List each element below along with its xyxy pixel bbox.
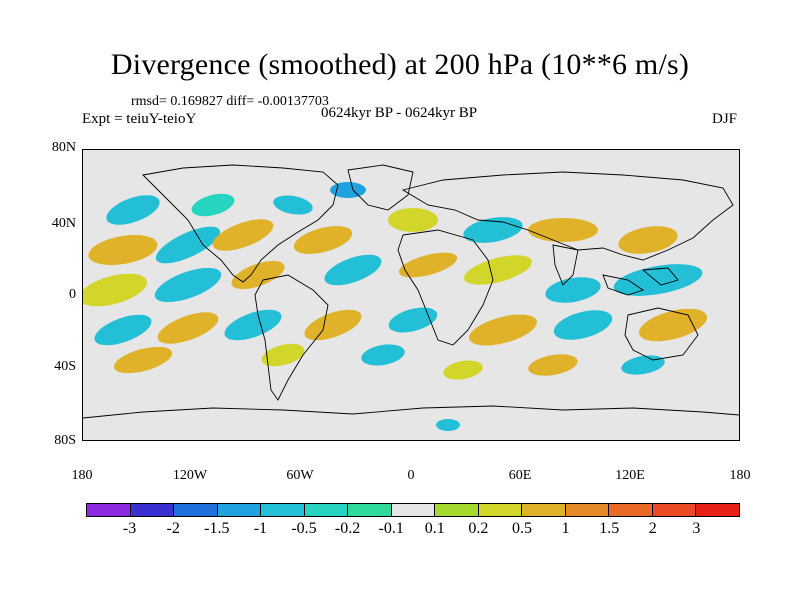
contour-patch (231, 260, 285, 290)
colorbar-box (435, 504, 479, 516)
colorbar-box (609, 504, 653, 516)
colorbar-label: 0.2 (468, 520, 489, 537)
y-label-40n: 40N (51, 216, 76, 231)
colorbar-box (696, 504, 739, 516)
contour-patch (83, 273, 148, 307)
map-panel (82, 149, 740, 441)
colorbar-label: -0.1 (378, 520, 404, 537)
contour-patch (436, 419, 460, 431)
y-label-40s: 40S (54, 359, 76, 374)
colorbar-label: -1.5 (204, 520, 230, 537)
contour-patch (443, 360, 483, 380)
contour-patch (191, 193, 235, 217)
colorbar-box (261, 504, 305, 516)
contour-patch (528, 354, 578, 376)
colorbar (86, 503, 740, 517)
colorbar-box (565, 504, 610, 516)
y-label-80n: 80N (51, 140, 76, 155)
contour-patch (293, 226, 353, 254)
colorbar-box (87, 504, 131, 516)
divergence-field (83, 164, 739, 431)
stats-line: rmsd= 0.169827 diff= -0.00137703 (131, 94, 329, 109)
colorbar-label: 1.5 (599, 520, 620, 537)
x-label-60e: 60E (508, 468, 532, 483)
period-label: 0624kyr BP - 0624kyr BP (321, 105, 478, 121)
colorbar-box (174, 504, 218, 516)
x-label-120e: 120E (615, 468, 645, 483)
contour-patch (155, 226, 221, 264)
y-label-80s: 80S (54, 433, 76, 448)
contour-patch (113, 346, 173, 374)
colorbar-box (304, 504, 349, 516)
x-label-60w: 60W (286, 468, 314, 483)
x-label-180w: 180 (71, 468, 93, 483)
contour-patch (553, 310, 613, 340)
colorbar-label: 0.1 (424, 520, 445, 537)
coastlines (83, 164, 739, 419)
contour-patch (621, 355, 665, 375)
y-label-0: 0 (69, 287, 76, 302)
colorbar-label: 0.5 (512, 520, 532, 537)
contour-patch (154, 267, 222, 303)
colorbar-box (217, 504, 262, 516)
colorbar-label: 3 (692, 520, 701, 537)
colorbar-label: -0.5 (291, 520, 317, 537)
contour-patch (94, 314, 152, 346)
colorbar-box (348, 504, 392, 516)
x-label-180e: 180 (729, 468, 751, 483)
contour-patch (388, 208, 438, 232)
contour-patch (388, 307, 438, 333)
contour-patch (212, 219, 274, 251)
colorbar-label: -3 (122, 520, 137, 537)
colorbar-label: -1 (253, 520, 268, 537)
contour-patch (469, 314, 537, 346)
season-label: DJF (712, 111, 738, 127)
contour-patch (157, 312, 219, 344)
plot-title: Divergence (smoothed) at 200 hPa (10**6 … (110, 48, 690, 81)
contour-patch (613, 264, 703, 296)
colorbar-box (652, 504, 697, 516)
experiment-label: Expt = teiuY-teioY (82, 111, 197, 127)
contour-patch (273, 195, 313, 215)
colorbar-box (130, 504, 175, 516)
contour-patch (618, 226, 678, 254)
contour-patch (88, 234, 158, 266)
contour-patches (83, 182, 708, 431)
contour-patch (638, 308, 708, 342)
x-label-0: 0 (407, 468, 415, 483)
contour-patch (304, 309, 362, 341)
contour-patch (106, 195, 160, 225)
contour-patch (261, 343, 305, 367)
colorbar-box (522, 504, 566, 516)
contour-patch (463, 217, 523, 243)
contour-patch (324, 254, 382, 286)
colorbar-label: -0.2 (334, 520, 361, 537)
contour-patch (361, 344, 405, 366)
colorbar-label: 1 (561, 520, 570, 537)
colorbar-label: -2 (166, 520, 180, 537)
x-label-120w: 120W (172, 468, 208, 483)
colorbar-label: 2 (648, 520, 657, 537)
contour-patch (224, 309, 282, 341)
colorbar-box (391, 504, 436, 516)
contour-patch (545, 277, 601, 303)
colorbar-box (478, 504, 523, 516)
contour-patch (398, 252, 458, 278)
contour-patch (464, 255, 532, 285)
contour-patch (528, 218, 598, 242)
